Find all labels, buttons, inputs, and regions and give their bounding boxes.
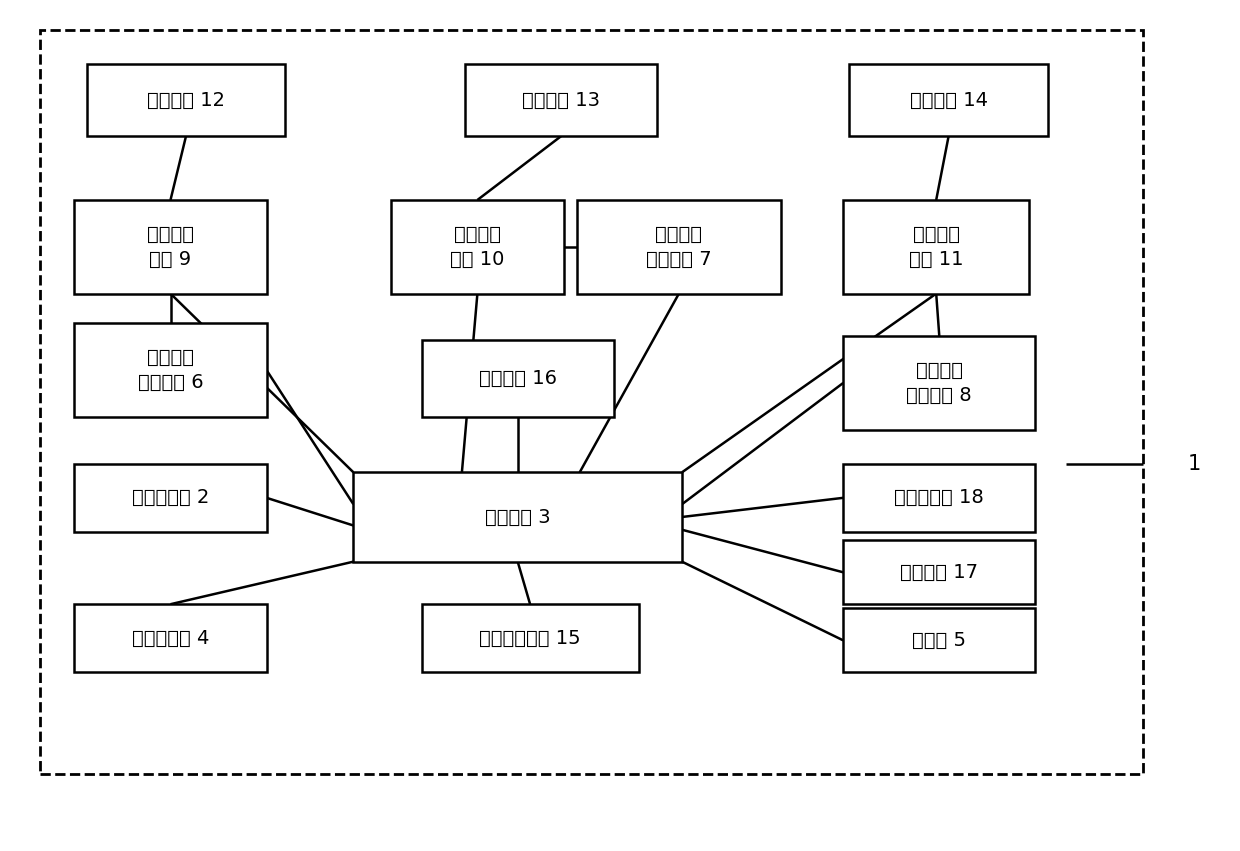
- Bar: [465, 64, 657, 136]
- Bar: [353, 472, 682, 562]
- Bar: [74, 604, 267, 672]
- Bar: [843, 336, 1035, 430]
- Bar: [843, 608, 1035, 672]
- Text: 主控制器 3: 主控制器 3: [485, 507, 551, 527]
- Text: 温度传感器 4: 温度传感器 4: [131, 629, 210, 648]
- Text: 第三电机 14: 第三电机 14: [910, 90, 987, 110]
- Bar: [87, 64, 285, 136]
- Text: 第三电压
检测电路 8: 第三电压 检测电路 8: [906, 361, 972, 405]
- Text: 第二电机 13: 第二电机 13: [522, 90, 600, 110]
- Bar: [843, 200, 1029, 294]
- Bar: [843, 540, 1035, 604]
- Text: 1: 1: [1188, 454, 1202, 474]
- Bar: [422, 604, 639, 672]
- Text: 报警电路 16: 报警电路 16: [479, 369, 557, 388]
- Text: 无线通信电路 15: 无线通信电路 15: [480, 629, 580, 648]
- Text: 压力传感器 2: 压力传感器 2: [131, 488, 210, 507]
- Text: 第二电压
检测电路 7: 第二电压 检测电路 7: [646, 225, 712, 269]
- Text: 计时器 5: 计时器 5: [913, 631, 966, 650]
- Text: 第一电压
检测电路 6: 第一电压 检测电路 6: [138, 348, 203, 392]
- Bar: [40, 30, 1143, 774]
- Text: 位移传感器 18: 位移传感器 18: [894, 488, 985, 507]
- Bar: [843, 464, 1035, 532]
- Text: 第一电机 12: 第一电机 12: [148, 90, 224, 110]
- Bar: [74, 323, 267, 417]
- Bar: [74, 200, 267, 294]
- Text: 第一驱动
电路 9: 第一驱动 电路 9: [148, 225, 193, 269]
- Bar: [422, 340, 614, 417]
- Text: 第三驱动
电路 11: 第三驱动 电路 11: [909, 225, 963, 269]
- Text: 实时时钟 17: 实时时钟 17: [900, 563, 978, 582]
- Bar: [849, 64, 1048, 136]
- Bar: [74, 464, 267, 532]
- Text: 第二驱动
电路 10: 第二驱动 电路 10: [450, 225, 505, 269]
- Bar: [577, 200, 781, 294]
- Bar: [391, 200, 564, 294]
